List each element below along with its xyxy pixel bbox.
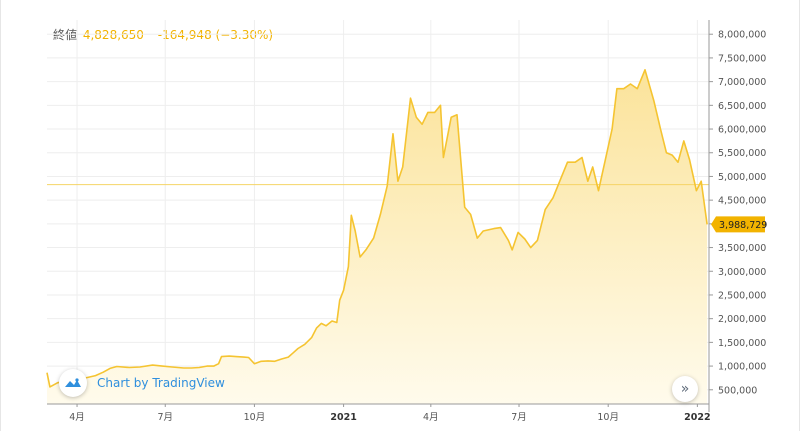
y-tick-label: 1,000,000 (718, 362, 766, 373)
last-price-tag (711, 216, 765, 233)
x-tick-label: 7月 (511, 412, 527, 423)
x-tick-label: 4月 (69, 412, 85, 423)
tradingview-logo-icon (59, 369, 87, 397)
y-tick-label: 5,000,000 (718, 172, 766, 183)
close-value: 4,828,650 (82, 28, 144, 42)
last-price-label: 3,988,729 (719, 220, 767, 231)
series-area (47, 69, 708, 405)
y-tick-label: 2,000,000 (718, 314, 766, 325)
y-tick-label: 8,000,000 (718, 30, 766, 41)
x-tick-label: 2021 (330, 412, 356, 423)
x-tick-label: 4月 (423, 412, 439, 423)
price-header: 終値 4,828,650 -164,948 (−3.30%) (53, 27, 273, 43)
y-tick-label: 7,500,000 (718, 53, 766, 64)
y-tick-label: 4,500,000 (718, 196, 766, 207)
double-chevron-right-icon: » (680, 381, 690, 397)
series-line (46, 69, 708, 388)
y-tick-label: 3,000,000 (718, 267, 766, 278)
close-label: 終値 (53, 28, 78, 42)
x-tick-label: 7月 (157, 412, 173, 423)
tradingview-watermark[interactable]: Chart by TradingView (59, 369, 225, 397)
y-tick-label: 7,000,000 (718, 77, 766, 88)
watermark-text: Chart by TradingView (97, 376, 225, 390)
y-tick-label: 5,500,000 (718, 148, 766, 159)
x-tick-label: 2022 (684, 412, 710, 423)
x-tick-label: 10月 (244, 412, 266, 423)
y-tick-label: 6,500,000 (718, 101, 766, 112)
y-tick-label: 2,500,000 (718, 290, 766, 301)
y-tick-label: 3,500,000 (718, 243, 766, 254)
y-tick-label: 6,000,000 (718, 125, 766, 136)
y-tick-label: 500,000 (718, 385, 757, 396)
y-tick-label: 1,500,000 (718, 338, 766, 349)
scroll-to-realtime-button[interactable]: » (672, 376, 698, 402)
price-change: -164,948 (−3.30%) (157, 28, 274, 42)
x-tick-label: 10月 (597, 412, 619, 423)
